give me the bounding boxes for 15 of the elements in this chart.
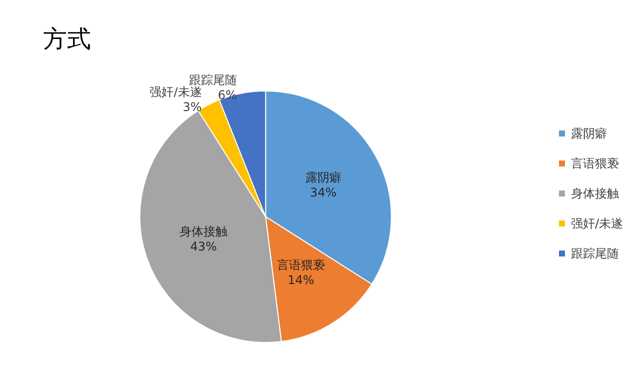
slice-label: 露阴癖 [305, 170, 342, 184]
slice-label: 言语猥亵 [276, 258, 325, 272]
slice-label: 身体接触 [180, 224, 228, 239]
legend-label: 身体接触 [570, 186, 619, 200]
data-label: 3% [182, 100, 202, 114]
legend-label: 言语猥亵 [570, 156, 619, 170]
slice-label: 强奸/未遂 [150, 84, 202, 99]
chart-title: 方式 [43, 25, 91, 53]
slice-label: 跟踪尾随 [188, 72, 237, 87]
legend-label: 跟踪尾随 [570, 246, 619, 260]
data-label: 14% [288, 272, 314, 287]
legend-label: 强奸/未遂 [570, 216, 624, 230]
legend-label: 露阴癖 [570, 126, 607, 140]
data-label: 43% [190, 240, 217, 254]
data-label: 34% [310, 185, 337, 200]
